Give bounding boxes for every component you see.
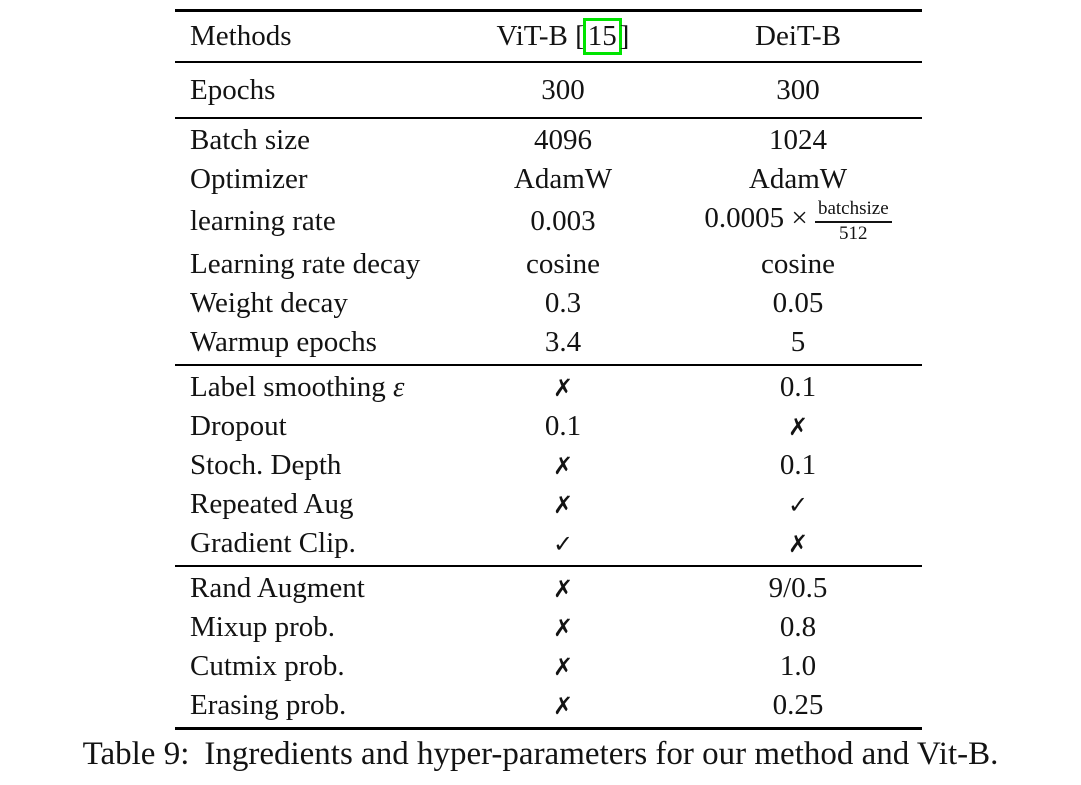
table-row: Label smoothing ε ✗ 0.1 bbox=[175, 368, 922, 407]
deit-b-value-cell: ✗ bbox=[674, 410, 922, 443]
table-row: Stoch. Depth ✗ 0.1 bbox=[175, 446, 922, 485]
table-caption: Table 9: Ingredients and hyper-parameters… bbox=[0, 736, 1081, 773]
table-row: Warmup epochs 3.4 5 bbox=[175, 323, 922, 362]
row-label-cell: Learning rate decay bbox=[190, 247, 421, 280]
check-icon: ✓ bbox=[552, 529, 574, 558]
caption-tag: Table 9: bbox=[82, 736, 190, 772]
vit-b-value-cell: 300 bbox=[541, 73, 585, 106]
vit-b-value-cell: ✗ bbox=[452, 689, 674, 722]
deit-b-value-cell: ✗ bbox=[674, 527, 922, 560]
deit-b-value-cell: 0.05 bbox=[772, 286, 824, 319]
deit-b-value-cell: 5 bbox=[790, 325, 806, 358]
formula-prefix: 0.0005 × bbox=[704, 201, 815, 234]
fraction-numerator: batchsize bbox=[814, 198, 892, 223]
table-row: Repeated Aug ✗ ✓ bbox=[175, 485, 922, 524]
vit-b-value-cell: 3.4 bbox=[544, 325, 582, 358]
table-row: Mixup prob. ✗ 0.8 bbox=[175, 608, 922, 647]
table-row: Dropout 0.1 ✗ bbox=[175, 407, 922, 446]
deit-b-value-cell: 9/0.5 bbox=[768, 571, 828, 604]
cross-icon: ✗ bbox=[787, 529, 809, 558]
vit-b-value-cell: ✗ bbox=[452, 611, 674, 644]
vit-b-value-cell: AdamW bbox=[513, 163, 613, 195]
row-label-cell: learning rate bbox=[190, 205, 336, 238]
row-label-cell: Erasing prob. bbox=[190, 688, 347, 721]
vit-b-value-cell: ✗ bbox=[452, 572, 674, 605]
header-vit-b-text: ViT-B [ bbox=[496, 20, 585, 52]
cross-icon: ✗ bbox=[552, 574, 574, 603]
row-label-cell: Warmup epochs bbox=[190, 325, 377, 358]
deit-b-value-cell: 1.0 bbox=[779, 649, 817, 682]
vit-b-value-cell: 0.003 bbox=[530, 205, 596, 238]
table-row: Rand Augment ✗ 9/0.5 bbox=[175, 569, 922, 608]
deit-b-value-cell: 1024 bbox=[769, 124, 827, 156]
row-label-cell: Gradient Clip. bbox=[190, 526, 356, 559]
row-label-cell: Repeated Aug bbox=[190, 487, 354, 520]
vit-b-value-cell: 0.1 bbox=[544, 409, 582, 442]
table-section: Label smoothing ε ✗ 0.1 Dropout 0.1 ✗ Stoch. D… bbox=[175, 366, 922, 567]
header-vit-b: ViT-B [15] bbox=[452, 18, 674, 55]
deit-b-value-cell: ✓ bbox=[674, 488, 922, 521]
table-row: Cutmix prob. ✗ 1.0 bbox=[175, 647, 922, 686]
table-row: Gradient Clip. ✓ ✗ bbox=[175, 524, 922, 563]
table-row: Optimizer AdamW AdamW bbox=[175, 160, 922, 199]
fraction-denominator: 512 bbox=[839, 222, 868, 244]
deit-b-value-cell: 0.1 bbox=[779, 448, 817, 481]
row-label-cell: Epochs bbox=[190, 73, 276, 106]
table-row: Weight decay 0.3 0.05 bbox=[175, 284, 922, 323]
cross-icon: ✗ bbox=[552, 451, 574, 480]
cross-icon: ✗ bbox=[552, 613, 574, 642]
header-methods: Methods bbox=[190, 20, 292, 52]
deit-b-value-cell: cosine bbox=[760, 247, 836, 280]
deit-b-value-cell: 0.0005 × batchsize 512 bbox=[674, 198, 922, 245]
row-label-cell: Cutmix prob. bbox=[190, 649, 345, 682]
header-vit-b-bracket: ] bbox=[619, 20, 630, 52]
cross-icon: ✗ bbox=[552, 652, 574, 681]
table-body: Epochs 300 300 Batch size 4096 1024 Optimizer A… bbox=[175, 63, 922, 727]
epsilon-symbol: ε bbox=[385, 370, 405, 403]
citation-15-link[interactable]: 15 bbox=[582, 18, 622, 55]
caption-text: Ingredients and hyper-parameters for our… bbox=[204, 736, 999, 772]
table-row: Erasing prob. ✗ 0.25 bbox=[175, 686, 922, 725]
deit-b-value-cell: AdamW bbox=[748, 163, 848, 195]
vit-b-value-cell: ✗ bbox=[452, 449, 674, 482]
row-label-cell: Stoch. Depth bbox=[190, 448, 342, 481]
deit-b-value-cell: 0.8 bbox=[779, 610, 817, 643]
table-row: learning rate 0.003 0.0005 × batchsize 512 bbox=[175, 198, 922, 245]
vit-b-value-cell: ✗ bbox=[452, 371, 674, 404]
row-label-cell: Mixup prob. bbox=[190, 610, 335, 643]
row-label-cell: Weight decay bbox=[190, 286, 348, 319]
row-label-cell: Optimizer bbox=[190, 163, 308, 195]
table-section: Epochs 300 300 bbox=[175, 63, 922, 119]
cross-icon: ✗ bbox=[552, 490, 574, 519]
hyperparameters-table: Methods ViT-B [15] DeiT-B Epochs 300 300 Ba… bbox=[175, 9, 922, 730]
table-header-row: Methods ViT-B [15] DeiT-B bbox=[175, 12, 922, 63]
row-label-cell: Rand Augment bbox=[190, 571, 365, 604]
vit-b-value-cell: 0.3 bbox=[544, 286, 582, 319]
vit-b-value-cell: 4096 bbox=[534, 124, 592, 156]
vit-b-value-cell: cosine bbox=[525, 247, 601, 280]
table-row: Epochs 300 300 bbox=[175, 65, 922, 115]
vit-b-value-cell: ✗ bbox=[452, 650, 674, 683]
cross-icon: ✗ bbox=[552, 373, 574, 402]
fraction: batchsize 512 bbox=[814, 198, 892, 245]
cross-icon: ✗ bbox=[787, 412, 809, 441]
cross-icon: ✗ bbox=[552, 691, 574, 720]
deit-b-value-cell: 300 bbox=[776, 73, 820, 106]
table-section: Batch size 4096 1024 Optimizer AdamW AdamW lea… bbox=[175, 119, 922, 366]
table-section: Rand Augment ✗ 9/0.5 Mixup prob. ✗ 0.8 Cutmix … bbox=[175, 567, 922, 727]
header-deit-b: DeiT-B bbox=[755, 20, 841, 52]
row-label-cell: Dropout bbox=[190, 409, 287, 442]
row-label-cell: Label smoothing ε bbox=[190, 370, 405, 403]
deit-b-value-cell: 0.25 bbox=[772, 688, 824, 721]
table-row: Batch size 4096 1024 bbox=[175, 121, 922, 160]
vit-b-value-cell: ✗ bbox=[452, 488, 674, 521]
row-label-cell: Batch size bbox=[190, 124, 310, 156]
deit-b-value-cell: 0.1 bbox=[779, 370, 817, 403]
table-row: Learning rate decay cosine cosine bbox=[175, 245, 922, 284]
check-icon: ✓ bbox=[787, 490, 809, 519]
vit-b-value-cell: ✓ bbox=[452, 527, 674, 560]
